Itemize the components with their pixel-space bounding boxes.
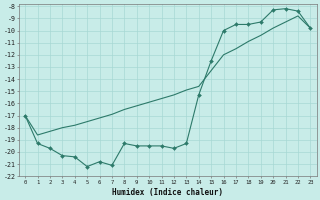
X-axis label: Humidex (Indice chaleur): Humidex (Indice chaleur) (112, 188, 223, 197)
